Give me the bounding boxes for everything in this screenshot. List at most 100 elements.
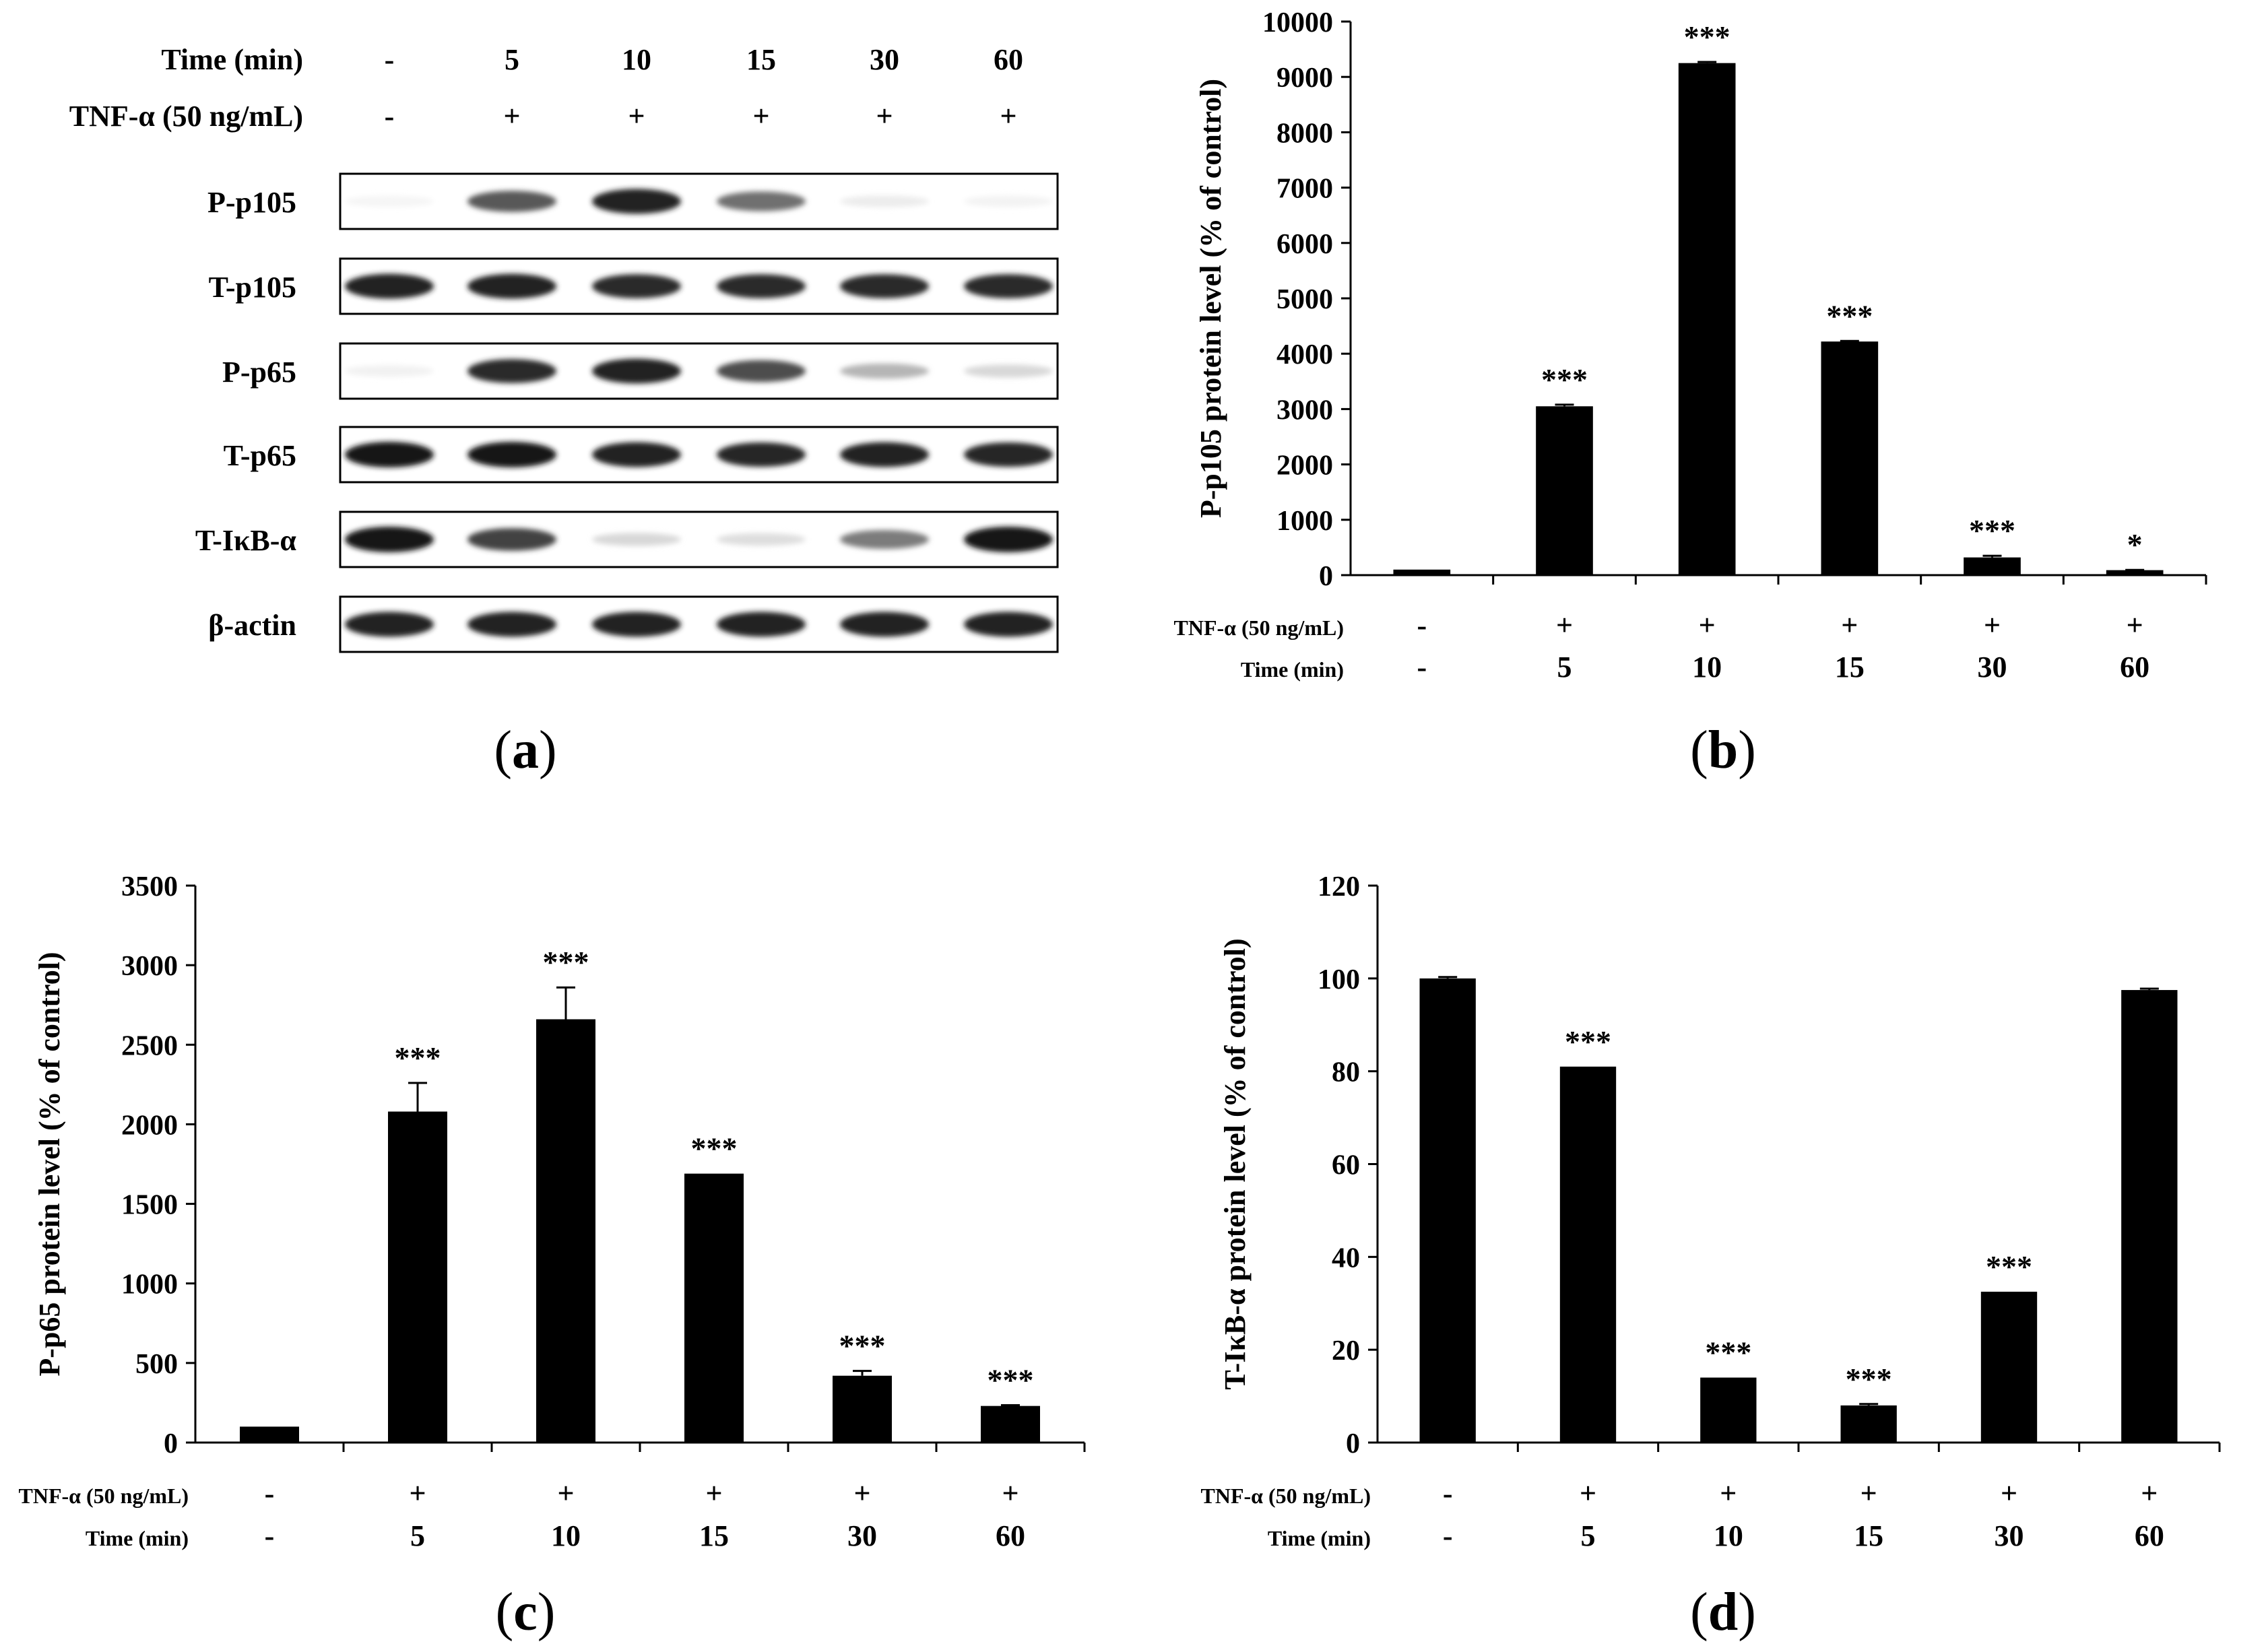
y-tick-label: 500 — [135, 1349, 178, 1380]
tnf-sign-4: + — [876, 100, 893, 133]
blot-band — [345, 527, 434, 552]
blot-band — [592, 442, 681, 467]
tnf-sign: + — [1002, 1477, 1018, 1510]
bar-60 — [981, 1406, 1040, 1443]
tnf-sign: + — [2141, 1477, 2158, 1510]
blot-band — [467, 273, 556, 299]
blot-strips: P-p105 T-p105 P-p65 T-p65 T-IκB-α β-actin — [195, 172, 1059, 653]
y-axis-title: P-p65 protein level (% of control) — [33, 952, 66, 1376]
blot-band — [840, 274, 929, 298]
blot-band — [467, 359, 556, 383]
caption-letter: b — [1708, 721, 1739, 780]
blot-label: T-IκB-α — [195, 524, 297, 557]
y-tick-label: 2000 — [1276, 451, 1333, 482]
chart-panel-c: 0 500 1000 1500 2000 2500 3000 3500 P-p65 protei… — [18, 871, 1086, 1642]
caption-letter: d — [1708, 1583, 1739, 1642]
blot-band — [717, 533, 806, 546]
time-value-1: 5 — [505, 43, 519, 76]
chart-panel-b: 0 1000 2000 3000 4000 5000 6000 7000 8000 9000 100… — [1173, 7, 2207, 780]
significance-mark: *** — [543, 945, 589, 979]
bar-30 — [833, 1375, 892, 1443]
time-value-2: 10 — [622, 43, 651, 76]
tnf-sign: + — [557, 1477, 574, 1510]
bar-30 — [1980, 1292, 2038, 1443]
significance-mark: *** — [988, 1362, 1034, 1397]
time-category: - — [1443, 1519, 1453, 1552]
y-tick-label: 0 — [1346, 1428, 1360, 1459]
tnf-sign: - — [1417, 609, 1427, 642]
blot-row-3: T-p65 — [224, 426, 1059, 484]
y-tick-label: 80 — [1332, 1057, 1360, 1088]
time-category: 10 — [551, 1519, 581, 1552]
tnf-sign-3: + — [752, 100, 769, 133]
time-category: - — [265, 1519, 275, 1552]
blot-band — [717, 274, 806, 298]
y-tick-label: 0 — [1319, 561, 1333, 592]
blot-row-5: β-actin — [208, 595, 1059, 653]
time-category: 30 — [1978, 651, 2007, 684]
y-tick-label: 3500 — [121, 871, 178, 902]
blot-band — [964, 274, 1053, 298]
tnf-sign: + — [1984, 609, 2001, 642]
time-category: 60 — [996, 1519, 1025, 1552]
caption-b: (b) — [1690, 721, 1756, 780]
y-tick-label: 2500 — [121, 1030, 178, 1061]
y-axis-title: P-p105 protein level (% of control) — [1194, 79, 1227, 518]
blot-band — [592, 274, 681, 298]
blot-band — [717, 360, 806, 383]
time-row-label: Time (min) — [1241, 657, 1344, 682]
tnf-sign: + — [853, 1477, 870, 1510]
blot-row-0: P-p105 — [207, 172, 1059, 230]
time-category: - — [1417, 651, 1427, 684]
tnf-sign-0: - — [385, 100, 395, 133]
time-category: 5 — [1581, 1519, 1596, 1552]
tnf-sign: + — [2001, 1477, 2017, 1510]
significance-mark: *** — [1684, 20, 1730, 54]
blot-label: P-p105 — [207, 186, 296, 219]
time-value-0: - — [385, 43, 395, 76]
bar-30 — [1964, 557, 2021, 575]
y-axis-title: T-IκB-α protein level (% of control) — [1219, 938, 1252, 1389]
caption-a: (a) — [494, 721, 556, 780]
tnf-sign: + — [1720, 1477, 1737, 1510]
time-value-3: 15 — [746, 43, 776, 76]
time-category: 60 — [2120, 651, 2149, 684]
blot-label: T-p105 — [209, 271, 296, 304]
y-tick-label: 1000 — [1276, 506, 1333, 537]
blot-frame — [339, 342, 1059, 400]
blot-band — [467, 442, 556, 467]
time-category: 15 — [699, 1519, 729, 1552]
time-category: 15 — [1854, 1519, 1883, 1552]
tnf-sign: + — [2127, 609, 2143, 642]
y-tick-label: 60 — [1332, 1150, 1360, 1181]
blot-band — [592, 533, 681, 546]
blot-band — [717, 191, 806, 211]
bar-15 — [1821, 341, 1879, 575]
bar-60 — [2121, 990, 2178, 1443]
blot-row-4: T-IκB-α — [195, 510, 1059, 568]
y-tick-label: 3000 — [1276, 395, 1333, 426]
panel-a-western-blot: Time (min) TNF-α (50 ng/mL) - - 5 +10 +15 +30… — [69, 43, 1059, 780]
tnf-row-label: TNF-α (50 ng/mL) — [1200, 1484, 1371, 1508]
time-category: 10 — [1714, 1519, 1743, 1552]
tnf-row-label: TNF-α (50 ng/mL) — [18, 1484, 189, 1508]
blot-band — [592, 358, 681, 384]
bar-10 — [1678, 63, 1736, 575]
blot-label: β-actin — [208, 609, 296, 642]
tnf-row-label: TNF-α (50 ng/mL) — [1173, 616, 1344, 640]
y-tick-label: 40 — [1332, 1243, 1360, 1274]
bar-- — [1419, 978, 1476, 1443]
y-tick-label: 1000 — [121, 1269, 178, 1300]
significance-mark: *** — [1969, 513, 2015, 548]
blot-band — [964, 442, 1053, 467]
bar-charts: 0100020003000400050006000700080009000100… — [18, 7, 2221, 1642]
y-tick-label: 5000 — [1276, 284, 1333, 315]
blot-row-1: T-p105 — [209, 257, 1059, 315]
significance-mark: *** — [1705, 1335, 1751, 1370]
significance-mark: *** — [1541, 362, 1588, 397]
time-row-label: Time (min) — [86, 1526, 189, 1550]
tnf-sign: + — [1841, 609, 1858, 642]
blot-band — [592, 189, 681, 214]
blot-band — [717, 442, 806, 467]
